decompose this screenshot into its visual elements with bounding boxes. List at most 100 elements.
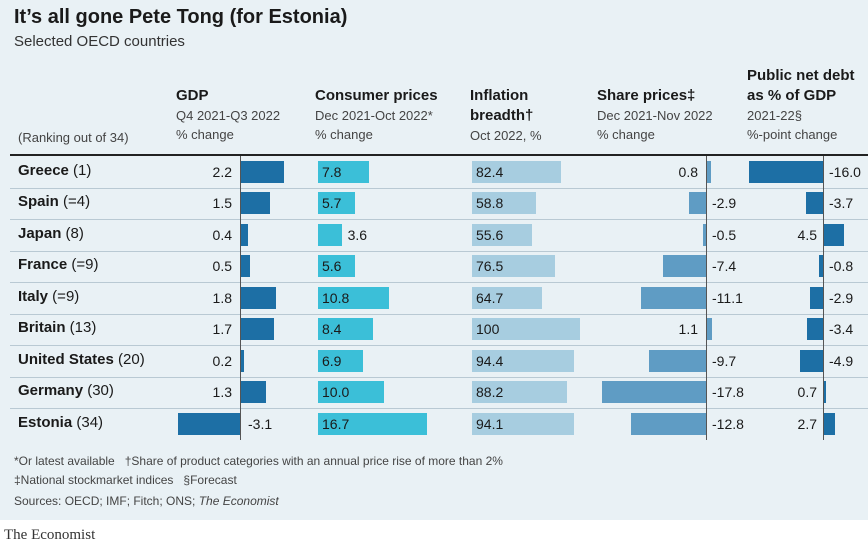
country-name: United States: [18, 351, 114, 368]
breadth-bar-italy: [472, 287, 542, 309]
cpi-value-united-states: 6.9: [322, 353, 342, 369]
shares-value-germany: -17.8: [712, 384, 744, 400]
breadth-value-france: 76.5: [476, 258, 504, 274]
debt-value-germany: 0.7: [797, 384, 817, 400]
row-separator: [10, 219, 868, 220]
gdp-zero-axis: [240, 156, 241, 440]
breadth-bar-japan: [472, 224, 533, 246]
cpi-value-germany: 10.0: [322, 384, 350, 400]
cpi-bar-greece: [318, 161, 370, 183]
header-shares-period: Dec 2021-Nov 2022: [597, 108, 713, 123]
gdp-value-greece: 2.2: [212, 164, 232, 180]
gdp-bar-france: [240, 255, 250, 277]
country-name: France: [18, 256, 68, 273]
shares-bar-germany: [601, 381, 706, 403]
cpi-bar-japan: [318, 224, 342, 246]
cpi-bar-germany: [318, 381, 384, 403]
gdp-value-france: 0.5: [212, 258, 232, 274]
shares-bar-italy: [641, 287, 706, 309]
cpi-value-britain: 8.4: [322, 321, 342, 337]
debt-value-japan: 4.5: [797, 227, 817, 243]
header-gdp: GDP Q4 2021-Q3 2022 % change: [176, 86, 280, 144]
shares-value-spain: -2.9: [712, 195, 737, 211]
country-rank: (30): [83, 382, 114, 399]
shares-value-italy: -11.1: [712, 290, 743, 306]
gdp-bar-estonia: [178, 413, 240, 435]
gdp-value-britain: 1.7: [212, 321, 232, 337]
country-label-japan: Japan (8): [18, 225, 84, 242]
footnote-or-latest: *Or latest available: [14, 454, 115, 468]
gdp-bar-britain: [240, 318, 274, 340]
debt-value-britain: -3.4: [829, 321, 854, 337]
sources-economist: The Economist: [198, 494, 279, 508]
breadth-value-greece: 82.4: [476, 164, 504, 180]
cpi-value-france: 5.6: [322, 258, 342, 274]
cpi-value-estonia: 16.7: [322, 416, 350, 432]
country-label-italy: Italy (=9): [18, 288, 79, 305]
row-separator: [10, 377, 868, 378]
country-name: Italy: [18, 288, 49, 305]
country-label-britain: Britain (13): [18, 319, 96, 336]
header-cpi-unit: % change: [315, 127, 373, 142]
chart-title: It’s all gone Pete Tong (for Estonia): [14, 6, 348, 28]
header-shares: Share prices‡ Dec 2021-Nov 2022 % change: [597, 86, 713, 144]
header-shares-unit: % change: [597, 127, 655, 142]
debt-value-spain: -3.7: [829, 195, 854, 211]
header-gdp-title: GDP: [176, 87, 209, 104]
shares-bar-united-states: [649, 350, 706, 372]
header-breadth-title-2: breadth†: [470, 107, 534, 124]
country-rank: (20): [113, 351, 145, 368]
footnote-line-2: ‡National stockmarket indices §Forecast: [14, 473, 237, 487]
header-cpi-period: Dec 2021-Oct 2022*: [315, 108, 433, 123]
footnote-sources: Sources: OECD; IMF; Fitch; ONS; The Econ…: [14, 494, 279, 508]
country-rank: (1): [68, 162, 92, 179]
row-separator: [10, 188, 868, 189]
country-name: Spain: [18, 193, 59, 210]
row-separator: [10, 314, 868, 315]
gdp-value-united-states: 0.2: [212, 353, 232, 369]
row-separator: [10, 251, 868, 252]
debt-bar-italy: [809, 287, 823, 309]
cpi-value-spain: 5.7: [322, 195, 342, 211]
footnote-breadth: †Share of product categories with an ann…: [124, 454, 503, 468]
shares-value-france: -7.4: [712, 258, 737, 274]
country-label-germany: Germany (30): [18, 382, 114, 399]
cpi-value-japan: 3.6: [347, 227, 368, 243]
shares-value-estonia: -12.8: [712, 416, 744, 432]
cpi-bar-italy: [318, 287, 389, 309]
debt-bar-spain: [805, 192, 823, 214]
gdp-bar-spain: [240, 192, 270, 214]
cpi-bar-united-states: [318, 350, 364, 372]
country-name: Japan: [18, 225, 62, 242]
cpi-value-italy: 10.8: [322, 290, 350, 306]
shares-bar-britain: [706, 318, 713, 340]
header-cpi: Consumer prices Dec 2021-Oct 2022* % cha…: [315, 86, 438, 144]
shares-bar-estonia: [631, 413, 706, 435]
header-gdp-period: Q4 2021-Q3 2022: [176, 108, 281, 123]
gdp-value-estonia: -3.1: [248, 416, 273, 432]
header-gdp-unit: % change: [176, 127, 234, 142]
country-rank: (=9): [67, 256, 99, 273]
debt-bar-united-states: [800, 350, 823, 372]
breadth-value-spain: 58.8: [476, 195, 504, 211]
cpi-bar-estonia: [318, 413, 428, 435]
debt-bar-greece: [749, 161, 823, 183]
gdp-bar-italy: [240, 287, 276, 309]
debt-bar-estonia: [823, 413, 836, 435]
header-cpi-title: Consumer prices: [315, 87, 438, 104]
breadth-bar-united-states: [472, 350, 574, 372]
shares-bar-greece: [706, 161, 711, 183]
shares-bar-spain: [689, 192, 706, 214]
header-rule: [10, 154, 868, 156]
shares-value-britain: 1.1: [678, 321, 698, 337]
shares-bar-japan: [703, 224, 706, 246]
header-breadth-title-1: Inflation: [470, 87, 529, 104]
shares-value-united-states: -9.7: [712, 353, 737, 369]
country-rank: (8): [61, 225, 84, 242]
debt-zero-axis: [823, 156, 824, 440]
gdp-value-spain: 1.5: [212, 195, 232, 211]
row-separator: [10, 282, 868, 283]
debt-value-united-states: -4.9: [829, 353, 854, 369]
gdp-bar-greece: [240, 161, 284, 183]
country-label-united-states: United States (20): [18, 351, 145, 368]
